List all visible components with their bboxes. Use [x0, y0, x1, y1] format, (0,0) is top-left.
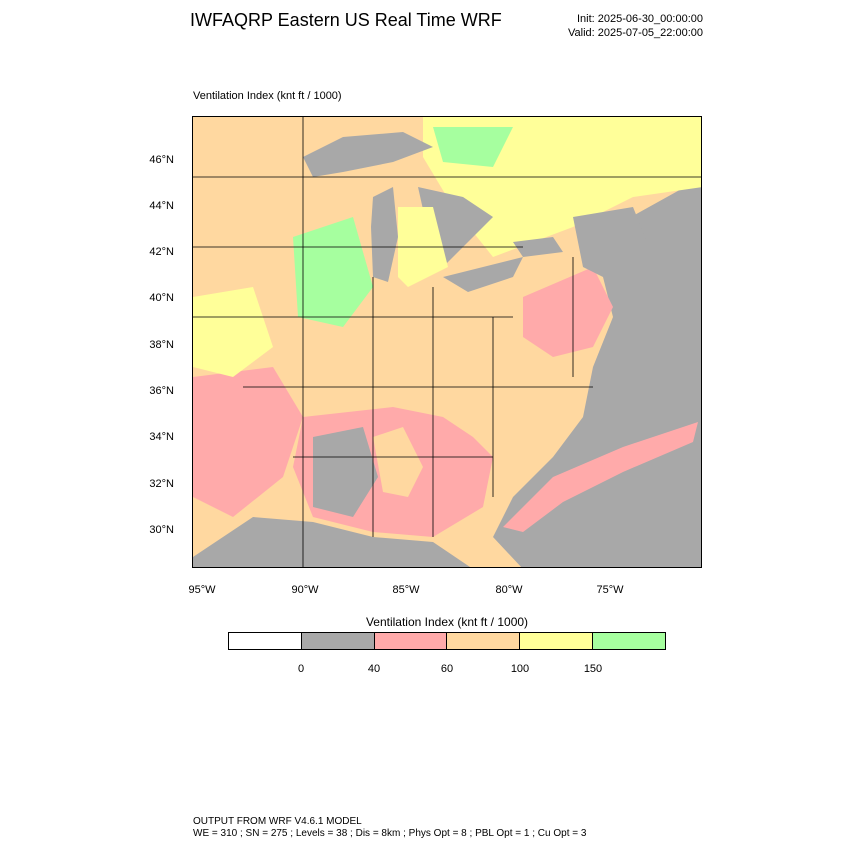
page-title: IWFAQRP Eastern US Real Time WRF — [190, 10, 502, 30]
west-yellow-region — [193, 287, 273, 377]
colorbar-box — [301, 633, 375, 649]
gulf-region — [193, 517, 471, 567]
lat-label-32: 32°N — [149, 478, 174, 490]
ocean-pink-band — [503, 422, 698, 532]
colorbar-box — [229, 633, 302, 649]
colorbar-box — [447, 633, 521, 649]
init-time: Init: 2025-06-30_00:00:00 — [577, 13, 703, 25]
lat-label-34: 34°N — [149, 431, 174, 443]
state-borders — [193, 117, 701, 567]
colorbar-label: 40 — [367, 663, 381, 675]
valid-time: Valid: 2025-07-05_22:00:00 — [568, 27, 703, 39]
lat-label-36: 36°N — [149, 385, 174, 397]
colorbar-box — [374, 633, 448, 649]
lake-superior — [303, 132, 433, 177]
lat-label-30: 30°N — [149, 524, 174, 536]
colorbar-title: Ventilation Index (knt ft / 1000) — [365, 615, 529, 629]
lon-label-95: 95°W — [188, 584, 216, 596]
lon-label-90: 90°W — [291, 584, 319, 596]
lon-label-80: 80°W — [495, 584, 523, 596]
field-title: Ventilation Index (knt ft / 1000) — [193, 90, 342, 102]
canada-green-region — [433, 127, 513, 167]
mississippi-grey-region — [313, 427, 378, 517]
alabama-orange-region — [373, 427, 423, 497]
ventilation-index-map — [192, 116, 702, 568]
lat-label-40: 40°N — [149, 292, 174, 304]
new-england-grey-region — [573, 207, 653, 287]
illinois-green-region — [293, 217, 373, 327]
northeast-pink-region — [523, 267, 613, 357]
lat-label-42: 42°N — [149, 246, 174, 258]
lon-label-85: 85°W — [392, 584, 420, 596]
lat-label-44: 44°N — [149, 200, 174, 212]
colorbar-box — [520, 633, 594, 649]
colorbar-label: 150 — [583, 663, 603, 675]
ocean-region — [493, 178, 701, 567]
lake-erie — [443, 257, 523, 292]
footer-config-line: WE = 310 ; SN = 275 ; Levels = 38 ; Dis … — [193, 828, 587, 839]
colorbar-box — [593, 633, 665, 649]
colorbar-label: 100 — [510, 663, 530, 675]
southwest-pink-region — [193, 367, 303, 517]
footer-model-line: OUTPUT FROM WRF V4.6.1 MODEL — [193, 816, 362, 827]
colorbar-label: 60 — [440, 663, 454, 675]
colorbar — [228, 632, 666, 650]
lat-label-38: 38°N — [149, 339, 174, 351]
lake-michigan — [371, 187, 398, 282]
lat-label-46: 46°N — [149, 154, 174, 166]
lon-label-75: 75°W — [596, 584, 624, 596]
map-canvas — [193, 117, 701, 567]
lake-ontario — [513, 237, 563, 257]
colorbar-label: 0 — [297, 663, 305, 675]
